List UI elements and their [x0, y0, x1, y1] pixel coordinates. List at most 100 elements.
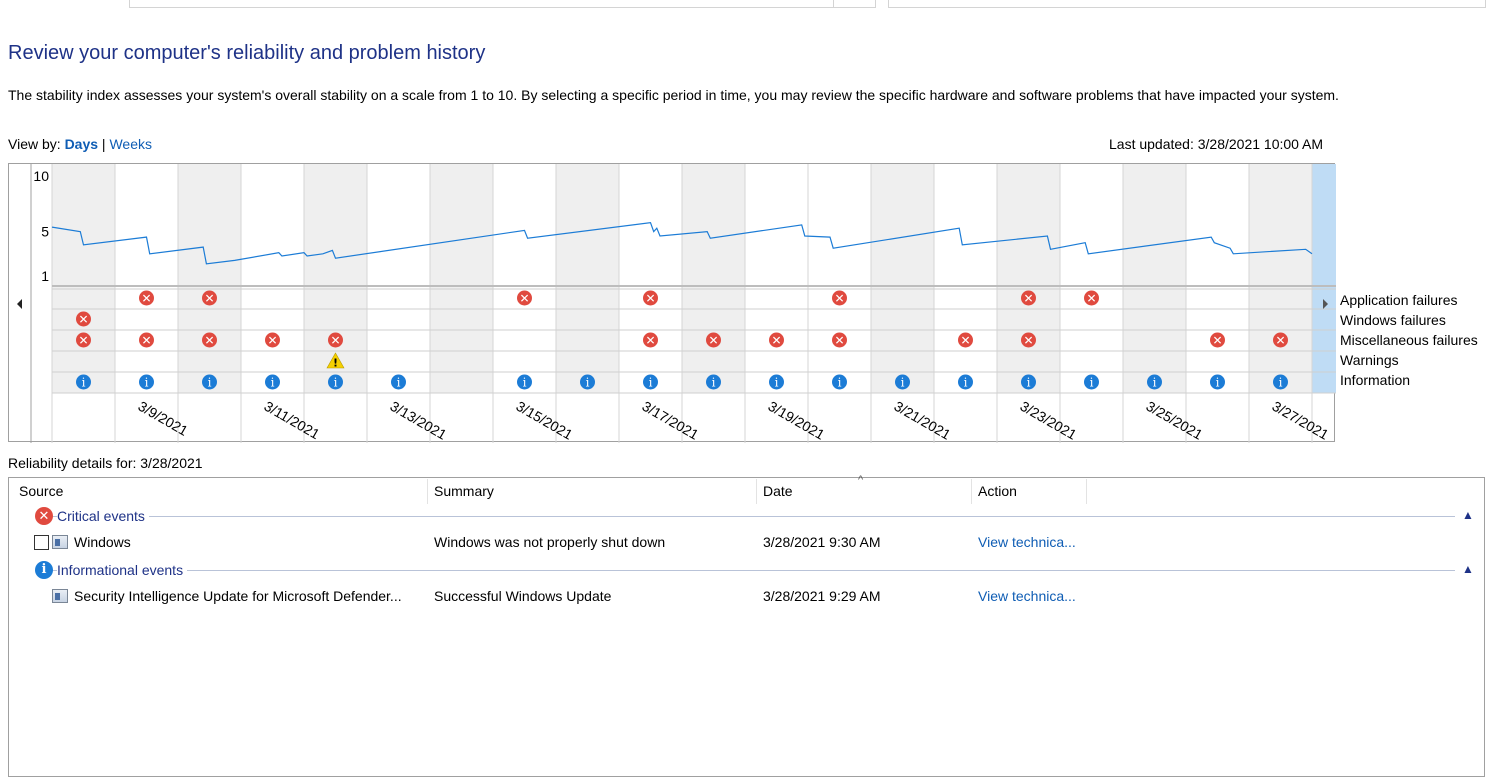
application-failure-icon[interactable]	[1084, 290, 1099, 306]
info-icon[interactable]	[580, 374, 595, 390]
day-column-3/21/2021[interactable]	[871, 164, 934, 393]
misc-failure-icon[interactable]	[832, 332, 847, 348]
windows-failure-icon[interactable]	[76, 311, 91, 327]
scroll-left-arrow-icon[interactable]	[17, 299, 22, 309]
application-failure-icon[interactable]	[517, 290, 532, 306]
info-icon[interactable]	[895, 374, 910, 390]
info-icon[interactable]	[1021, 374, 1036, 390]
collapse-chevron-up-icon[interactable]: ▲	[1462, 508, 1474, 522]
top-address-field[interactable]	[888, 0, 1486, 8]
top-search-field[interactable]	[129, 0, 835, 8]
view-by-weeks-link[interactable]: Weeks	[109, 136, 152, 152]
info-icon[interactable]	[706, 374, 721, 390]
misc-failure-icon[interactable]	[139, 332, 154, 348]
info-icon[interactable]	[202, 374, 217, 390]
application-failure-icon[interactable]	[202, 290, 217, 306]
reliability-chart[interactable]: 10 5 1 ✕ ✕ ✕ ✕ ✕ ✕ ✕ ✕ ✕ ✕ ✕ ✕ ✕ ✕ ✕ ✕ ✕ ✕ ✕ ✕ ✕! i i i i i i i i i i i i i i…	[8, 163, 1336, 443]
misc-failure-icon[interactable]	[76, 332, 91, 348]
misc-failure-icon-glyph: ✕	[1275, 334, 1285, 348]
day-column-3/16/2021[interactable]	[556, 164, 619, 393]
day-column-3/23/2021[interactable]	[997, 164, 1060, 393]
info-icon[interactable]	[517, 374, 532, 390]
day-column-3/10/2021[interactable]	[178, 164, 241, 393]
day-column-3/14/2021[interactable]	[430, 164, 493, 393]
column-header-source[interactable]: Source	[19, 483, 64, 499]
top-dropdown-button[interactable]	[833, 0, 876, 8]
day-column-3/20/2021[interactable]	[808, 164, 871, 393]
info-icon-glyph: i	[1279, 376, 1283, 390]
view-by-days-link[interactable]: Days	[64, 136, 99, 152]
info-icon[interactable]	[328, 374, 343, 390]
info-icon-glyph: i	[334, 376, 338, 390]
application-failure-icon-glyph: ✕	[1086, 292, 1096, 306]
info-icon[interactable]	[1084, 374, 1099, 390]
day-column-3/18/2021[interactable]	[682, 164, 745, 393]
info-icon-glyph: i	[1027, 376, 1031, 390]
info-icon[interactable]	[832, 374, 847, 390]
view-by-separator: |	[101, 136, 106, 152]
info-icon[interactable]	[769, 374, 784, 390]
row-date[interactable]: 3/28/2021 9:30 AM	[763, 534, 881, 550]
info-icon[interactable]	[265, 374, 280, 390]
day-column-3/22/2021[interactable]	[934, 164, 997, 393]
info-icon-glyph: i	[523, 376, 527, 390]
row-summary[interactable]: Successful Windows Update	[434, 588, 612, 604]
day-column-3/8/2021[interactable]	[52, 164, 115, 393]
collapse-chevron-up-icon[interactable]: ▲	[1462, 562, 1474, 576]
view-technical-details-link[interactable]: View technica...	[978, 534, 1076, 550]
column-divider[interactable]	[971, 479, 972, 504]
info-icon[interactable]	[76, 374, 91, 390]
info-icon[interactable]	[643, 374, 658, 390]
day-column-3/25/2021[interactable]	[1123, 164, 1186, 393]
application-failure-icon[interactable]	[643, 290, 658, 306]
warning-icon[interactable]	[326, 352, 345, 369]
column-divider[interactable]	[756, 479, 757, 504]
application-failure-icon[interactable]	[1021, 290, 1036, 306]
info-icon[interactable]	[391, 374, 406, 390]
row-source[interactable]: Windows	[74, 534, 131, 550]
row-source[interactable]: Security Intelligence Update for Microso…	[74, 588, 402, 604]
view-technical-details-link[interactable]: View technica...	[978, 588, 1076, 604]
misc-failure-icon[interactable]	[1210, 332, 1225, 348]
day-column-3/26/2021[interactable]	[1186, 164, 1249, 393]
application-failure-icon[interactable]	[832, 290, 847, 306]
misc-failure-icon[interactable]	[769, 332, 784, 348]
day-column-3/15/2021[interactable]	[493, 164, 556, 393]
row-date[interactable]: 3/28/2021 9:29 AM	[763, 588, 881, 604]
column-header-action[interactable]: Action	[978, 483, 1017, 499]
misc-failure-icon[interactable]	[643, 332, 658, 348]
day-column-3/13/2021[interactable]	[367, 164, 430, 393]
column-header-summary[interactable]: Summary	[434, 483, 494, 499]
day-column-3/27/2021[interactable]	[1249, 164, 1312, 393]
misc-failure-icon[interactable]	[1273, 332, 1288, 348]
info-icon[interactable]	[1210, 374, 1225, 390]
scroll-right-arrow-icon[interactable]	[1323, 299, 1328, 309]
info-icon[interactable]	[1273, 374, 1288, 390]
misc-failure-icon[interactable]	[958, 332, 973, 348]
column-divider[interactable]	[427, 479, 428, 504]
row-checkbox[interactable]	[34, 535, 49, 550]
group-label-informational-events[interactable]: Informational events	[57, 562, 188, 578]
group-label-critical-events[interactable]: Critical events	[57, 508, 149, 524]
x-tick-label: 3/19/2021	[766, 398, 828, 443]
update-app-icon	[52, 589, 68, 603]
day-column-3/11/2021[interactable]	[241, 164, 304, 393]
day-column-3/9/2021[interactable]	[115, 164, 178, 393]
misc-failure-icon-glyph: ✕	[1212, 334, 1222, 348]
info-icon[interactable]	[139, 374, 154, 390]
column-header-date[interactable]: Date	[763, 483, 793, 499]
column-divider[interactable]	[1086, 479, 1087, 504]
day-column-3/28/2021[interactable]	[1312, 164, 1336, 393]
row-summary[interactable]: Windows was not properly shut down	[434, 534, 666, 550]
day-column-3/24/2021[interactable]	[1060, 164, 1123, 393]
misc-failure-icon[interactable]	[706, 332, 721, 348]
day-column-3/19/2021[interactable]	[745, 164, 808, 393]
misc-failure-icon[interactable]	[328, 332, 343, 348]
info-icon[interactable]	[958, 374, 973, 390]
application-failure-icon[interactable]	[139, 290, 154, 306]
day-column-3/17/2021[interactable]	[619, 164, 682, 393]
info-icon[interactable]	[1147, 374, 1162, 390]
misc-failure-icon[interactable]	[202, 332, 217, 348]
misc-failure-icon[interactable]	[265, 332, 280, 348]
misc-failure-icon[interactable]	[1021, 332, 1036, 348]
